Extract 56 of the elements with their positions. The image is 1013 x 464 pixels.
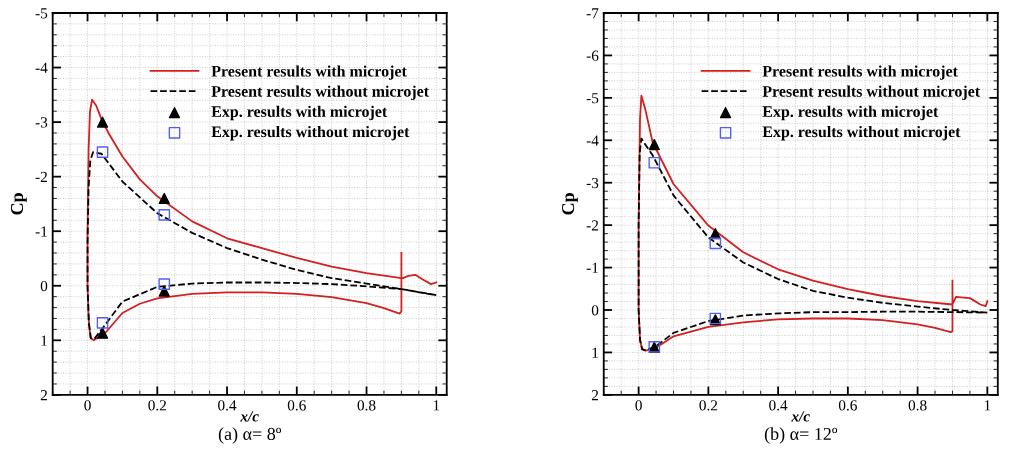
x-tick-label: 0 [84, 400, 91, 411]
legend-label: Present results without microjet [211, 85, 429, 101]
x-axis-title: x/c [791, 411, 810, 422]
legend-label: Exp. results with microjet [762, 105, 939, 121]
x-tick-label: 1 [433, 400, 440, 411]
point [96, 146, 109, 158]
point [158, 285, 170, 297]
y-tick-label: -3 [35, 117, 48, 128]
y-tick-label: -4 [35, 62, 48, 73]
x-axis-title: x/c [240, 411, 259, 422]
point [96, 317, 109, 329]
legend-label: Exp. results with microjet [211, 105, 388, 121]
x-tick-label: 0.8 [908, 400, 927, 411]
x-tick-label: 0.2 [699, 400, 718, 411]
y-axis-title: Cp [562, 193, 578, 215]
y-tick-label: -1 [35, 226, 47, 237]
text: (b) α= 12º [764, 427, 838, 444]
y-tick-label: -4 [586, 135, 599, 146]
legend-label: Present results with microjet [762, 65, 958, 80]
y-tick-label: -7 [586, 8, 599, 19]
point [648, 156, 661, 169]
point [96, 327, 109, 339]
x-tick-label: 0.4 [218, 400, 237, 411]
point [709, 237, 722, 250]
y-tick-label: 0 [40, 280, 48, 292]
y-tick-label: 2 [591, 390, 599, 401]
y-tick-label: 1 [592, 347, 598, 358]
y-tick-label: -1 [586, 262, 598, 273]
x-tick-label: 0.4 [769, 400, 788, 411]
point [648, 138, 660, 151]
y-tick-label: -5 [35, 8, 48, 19]
y-tick-label: -2 [35, 171, 47, 182]
y-tick-label: -2 [586, 220, 599, 231]
legend-label: Present results with microjet [211, 65, 407, 80]
x-tick-label: 0.8 [357, 400, 376, 411]
point [158, 192, 170, 205]
legend-label: Exp. results without microjet [211, 125, 410, 141]
legend-label: Present results without microjet [762, 85, 981, 101]
x-tick-label: 0.6 [838, 400, 857, 411]
y-tick-label: -5 [586, 93, 599, 104]
x-tick-label: 0.6 [287, 400, 306, 411]
x-tick-label: 0 [635, 400, 642, 411]
point [96, 116, 109, 128]
y-tick-label: -3 [586, 177, 599, 189]
point [158, 278, 171, 290]
y-tick-label: 1 [41, 335, 47, 346]
text: (a) α= 8º [218, 427, 282, 444]
x-tick-label: 0.2 [148, 400, 166, 411]
point [158, 208, 171, 221]
y-tick-label: -6 [586, 50, 599, 61]
y-tick-label: 2 [40, 390, 47, 401]
x-tick-label: 1 [984, 400, 991, 411]
legend-label: Exp. results without microjet [762, 125, 961, 141]
y-tick-label: 0 [591, 305, 599, 316]
y-axis-title: Cp [10, 193, 27, 215]
line-series [86, 98, 438, 342]
